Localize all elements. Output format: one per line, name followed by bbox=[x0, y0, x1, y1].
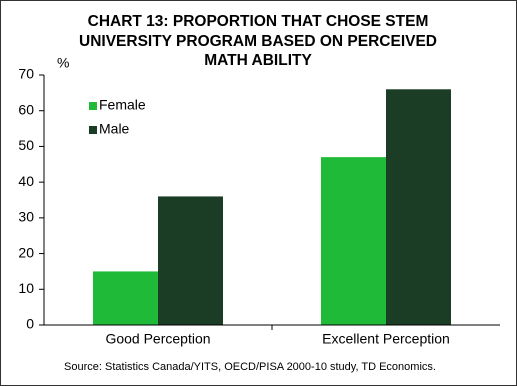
y-tick-label: 60 bbox=[18, 101, 34, 117]
chart-title: CHART 13: PROPORTION THAT CHOSE STEM bbox=[88, 13, 429, 30]
bar bbox=[158, 196, 223, 325]
legend-swatch bbox=[89, 102, 97, 110]
y-tick-label: 70 bbox=[18, 66, 34, 82]
bar bbox=[386, 89, 451, 326]
chart-title: UNIVERSITY PROGRAM BASED ON PERCEIVED bbox=[79, 33, 437, 50]
x-tick-label: Good Perception bbox=[105, 331, 210, 347]
x-tick-label: Excellent Perception bbox=[322, 331, 450, 347]
y-tick-label: 20 bbox=[18, 244, 34, 260]
source-note: Source: Statistics Canada/YITS, OECD/PIS… bbox=[64, 361, 436, 373]
y-tick-label: 30 bbox=[18, 209, 34, 225]
legend-swatch bbox=[89, 126, 97, 134]
bar bbox=[93, 271, 158, 325]
y-tick-label: 10 bbox=[18, 280, 34, 296]
y-unit: % bbox=[57, 55, 69, 71]
legend-label: Female bbox=[99, 97, 146, 113]
bar bbox=[321, 157, 386, 325]
legend-label: Male bbox=[99, 121, 130, 137]
y-tick-label: 50 bbox=[18, 137, 34, 153]
y-tick-label: 40 bbox=[18, 173, 34, 189]
y-tick-label: 0 bbox=[26, 316, 34, 332]
chart-title: MATH ABILITY bbox=[204, 52, 312, 69]
